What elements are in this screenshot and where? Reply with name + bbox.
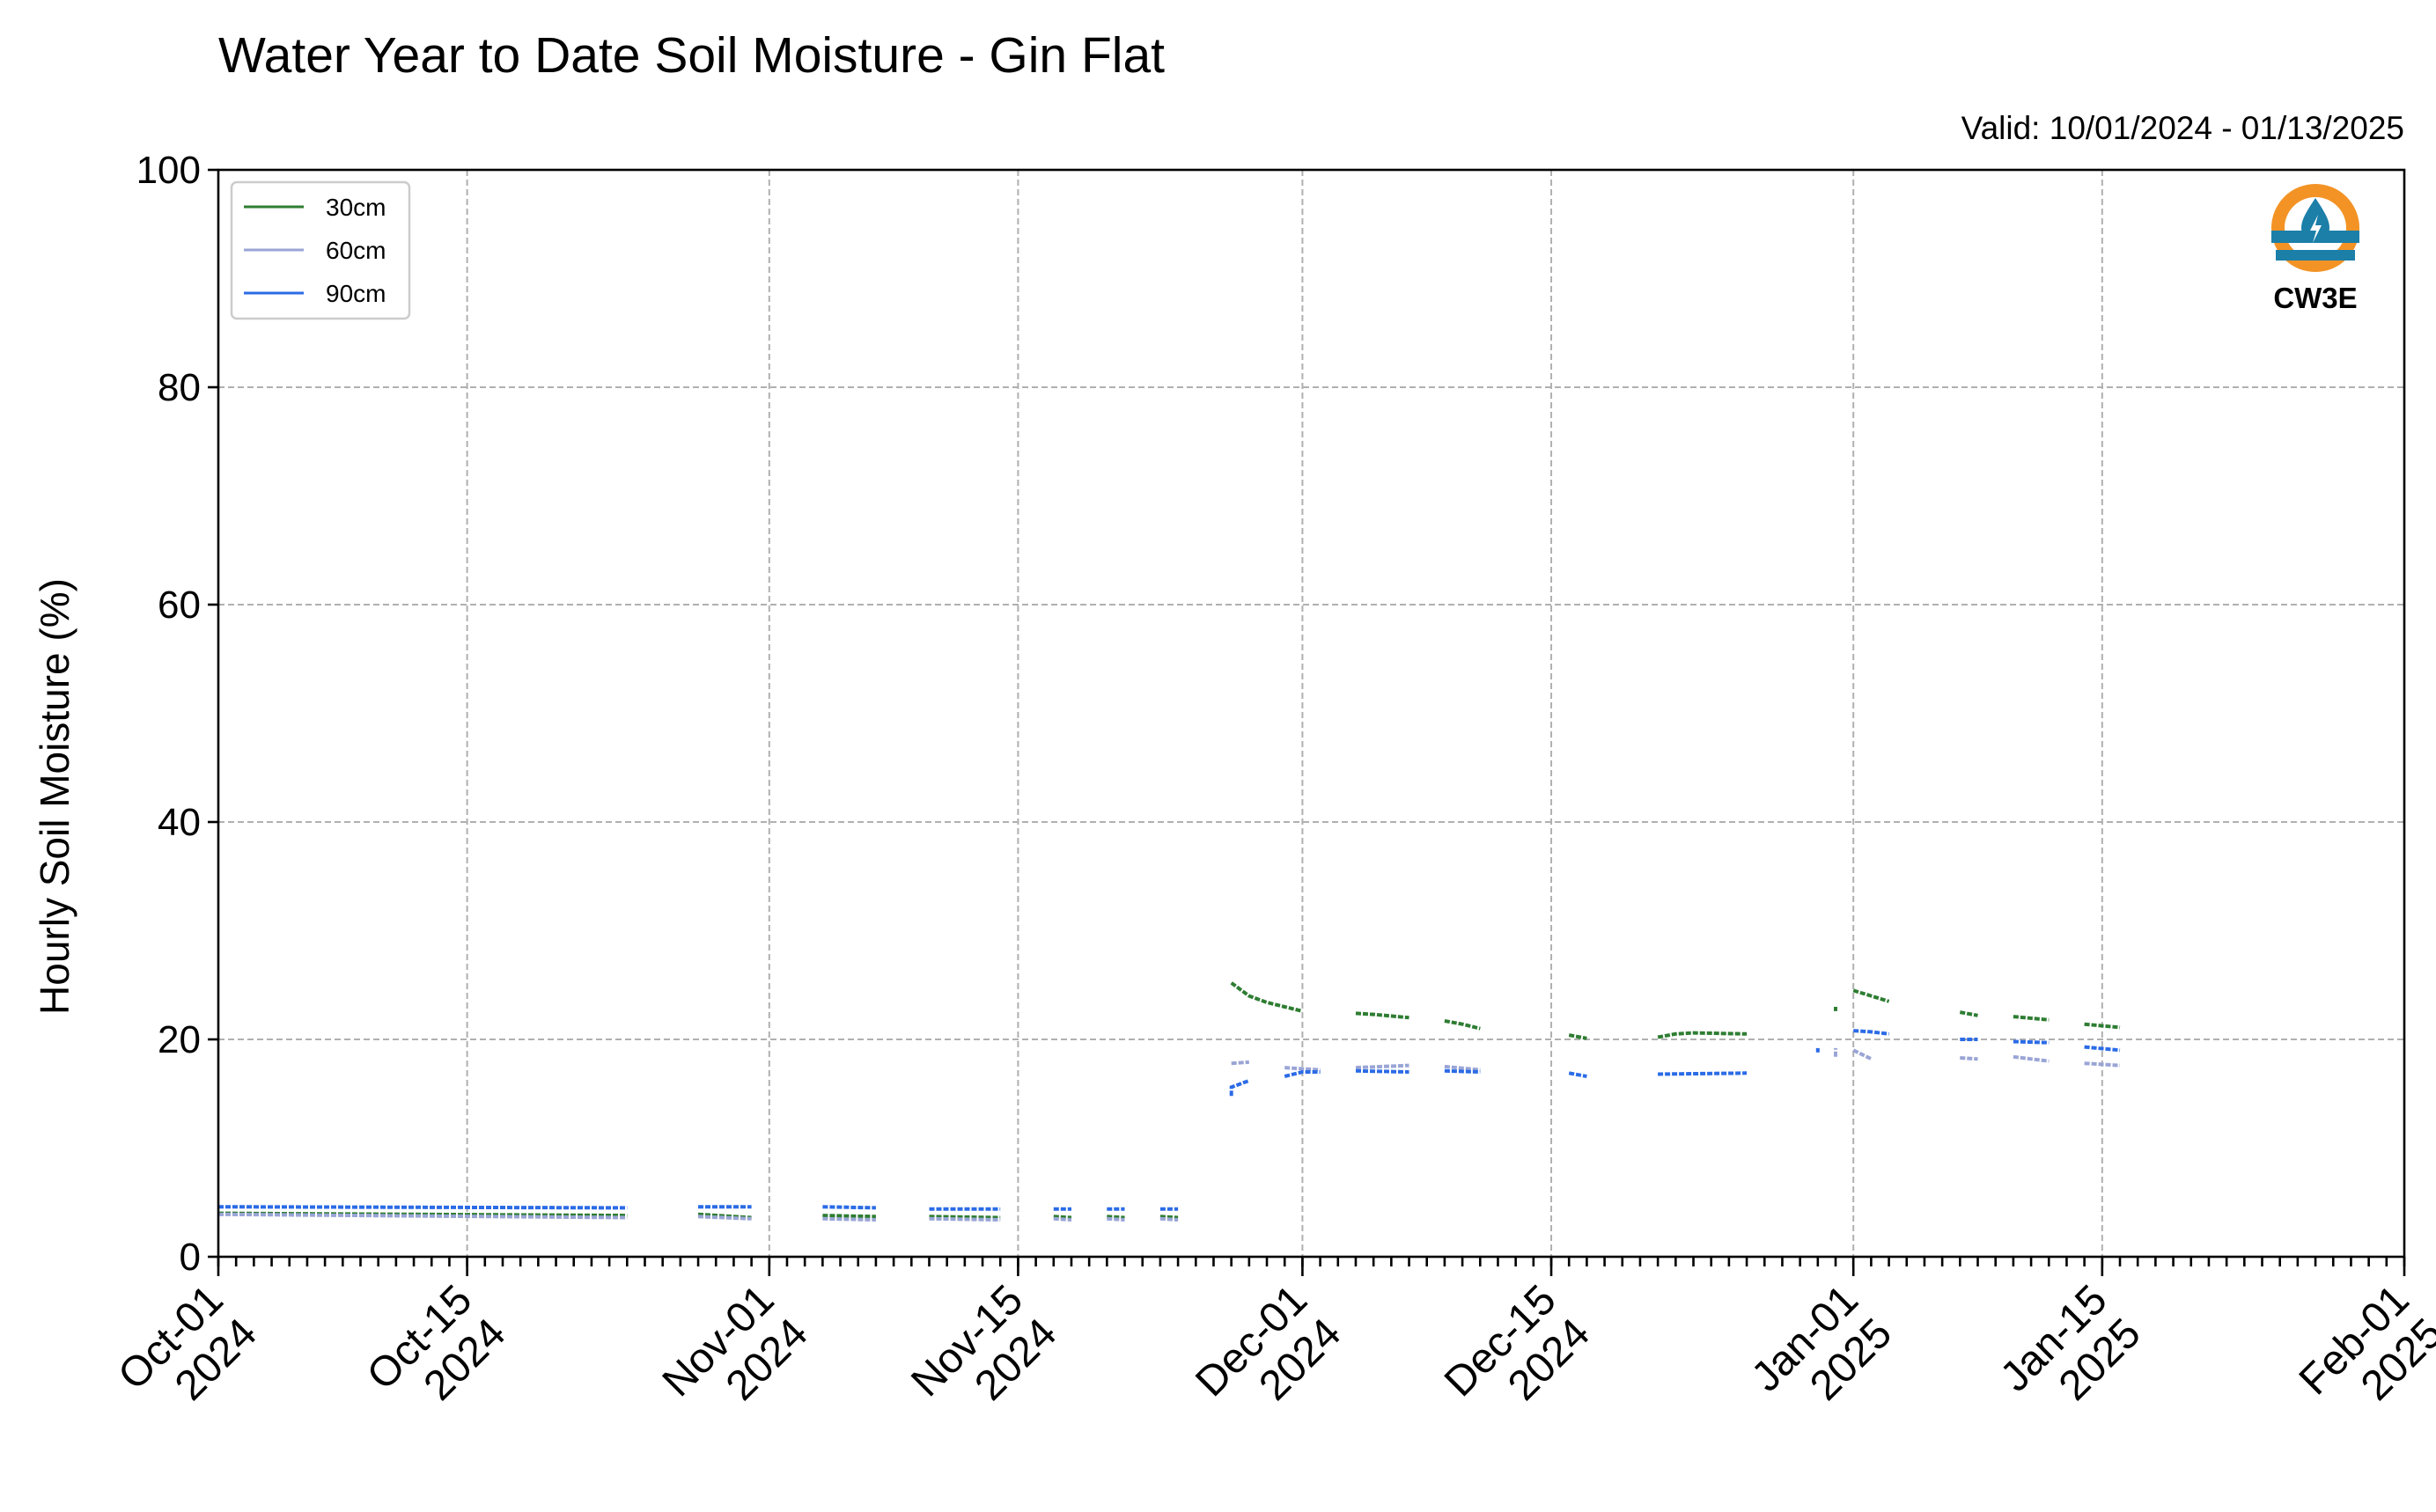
series-90cm [217, 1029, 2121, 1211]
series-30cm [217, 981, 2121, 1220]
series-line-90cm [1229, 1079, 1250, 1097]
chart-subtitle: Valid: 10/01/2024 - 01/13/2025 [1961, 110, 2404, 146]
x-tick-label: Oct-152024 [358, 1276, 515, 1433]
series-line-90cm [1444, 1068, 1481, 1074]
series-line-60cm [1284, 1066, 1321, 1072]
plot-frame [217, 168, 2406, 1259]
series-line-60cm [822, 1216, 876, 1222]
x-tick-label: Jan-152025 [1991, 1276, 2149, 1434]
series-line-90cm [1853, 1029, 1889, 1036]
series-line-30cm [1230, 981, 1303, 1013]
series-line-30cm [1568, 1033, 1587, 1040]
series-lines [217, 981, 2121, 1222]
logo-wave-band-lower [2276, 250, 2355, 261]
series-60cm [217, 1047, 2121, 1222]
chart-title: Water Year to Date Soil Moisture - Gin F… [218, 27, 1165, 84]
x-tick-label: Dec-012024 [1187, 1276, 1350, 1439]
series-line-60cm [1053, 1216, 1072, 1222]
series-line-90cm [1568, 1071, 1587, 1078]
series-line-60cm [1444, 1064, 1481, 1072]
y-tick-label: 80 [158, 366, 201, 409]
series-line-90cm [1355, 1068, 1409, 1074]
x-tick-label: Oct-012024 [109, 1276, 266, 1433]
series-line-60cm [1159, 1216, 1179, 1222]
series-line-60cm [217, 1212, 628, 1220]
series-line-30cm [1959, 1010, 1978, 1017]
series-line-90cm [1658, 1071, 1748, 1076]
series-line-90cm [1284, 1070, 1321, 1078]
series-line-30cm [2013, 1015, 2050, 1022]
x-tick-label: Nov-012024 [654, 1276, 817, 1439]
legend-label-60cm: 60cm [326, 237, 386, 264]
cw3e-logo: CW3E [2271, 184, 2359, 314]
series-line-60cm [1231, 1060, 1249, 1066]
y-tick-label: 0 [180, 1236, 201, 1279]
y-tick-label: 100 [136, 149, 201, 192]
series-line-30cm [1657, 1031, 1748, 1039]
series-line-30cm [1107, 1215, 1125, 1220]
legend: 30cm 60cm 90cm [230, 180, 411, 320]
series-line-30cm [1053, 1215, 1072, 1220]
series-line-30cm [2084, 1022, 2121, 1030]
series-line-60cm [2013, 1054, 2050, 1063]
logo-text: CW3E [2273, 282, 2357, 314]
series-line-90cm [2084, 1045, 2121, 1053]
y-axis-ticks: 0 20 40 60 80 100 [136, 149, 218, 1279]
series-line-60cm [1107, 1216, 1125, 1222]
y-axis-label: Hourly Soil Moisture (%) [32, 578, 77, 1015]
series-line-30cm [1444, 1019, 1481, 1031]
y-tick-label: 60 [158, 584, 201, 627]
legend-label-30cm: 30cm [326, 194, 386, 221]
series-line-60cm [697, 1215, 752, 1221]
x-tick-label: Jan-012025 [1743, 1276, 1901, 1434]
grid-lines [218, 170, 2404, 1257]
series-line-30cm [1852, 988, 1890, 1003]
series-line-30cm [929, 1215, 1001, 1220]
legend-label-90cm: 90cm [326, 280, 386, 307]
x-axis-ticks: Oct-012024 Oct-152024 Nov-012024 Nov-152024… [109, 1257, 2436, 1439]
series-line-60cm [1852, 1048, 1873, 1061]
series-line-90cm [2013, 1039, 2050, 1045]
x-tick-label: Nov-152024 [902, 1276, 1065, 1439]
series-line-30cm [822, 1214, 876, 1219]
x-tick-label: Dec-152024 [1436, 1276, 1599, 1439]
legend-box [230, 180, 411, 320]
y-tick-label: 40 [158, 801, 201, 844]
lightning-icon [2310, 215, 2322, 243]
series-line-60cm [1355, 1063, 1409, 1070]
x-tick-label: Feb-012025 [2291, 1276, 2436, 1437]
series-line-60cm [2084, 1061, 2121, 1068]
series-line-30cm [1159, 1215, 1179, 1220]
y-tick-label: 20 [158, 1018, 201, 1061]
series-line-30cm [1355, 1011, 1409, 1020]
series-line-60cm [1960, 1056, 1978, 1061]
series-line-60cm [929, 1216, 1001, 1222]
